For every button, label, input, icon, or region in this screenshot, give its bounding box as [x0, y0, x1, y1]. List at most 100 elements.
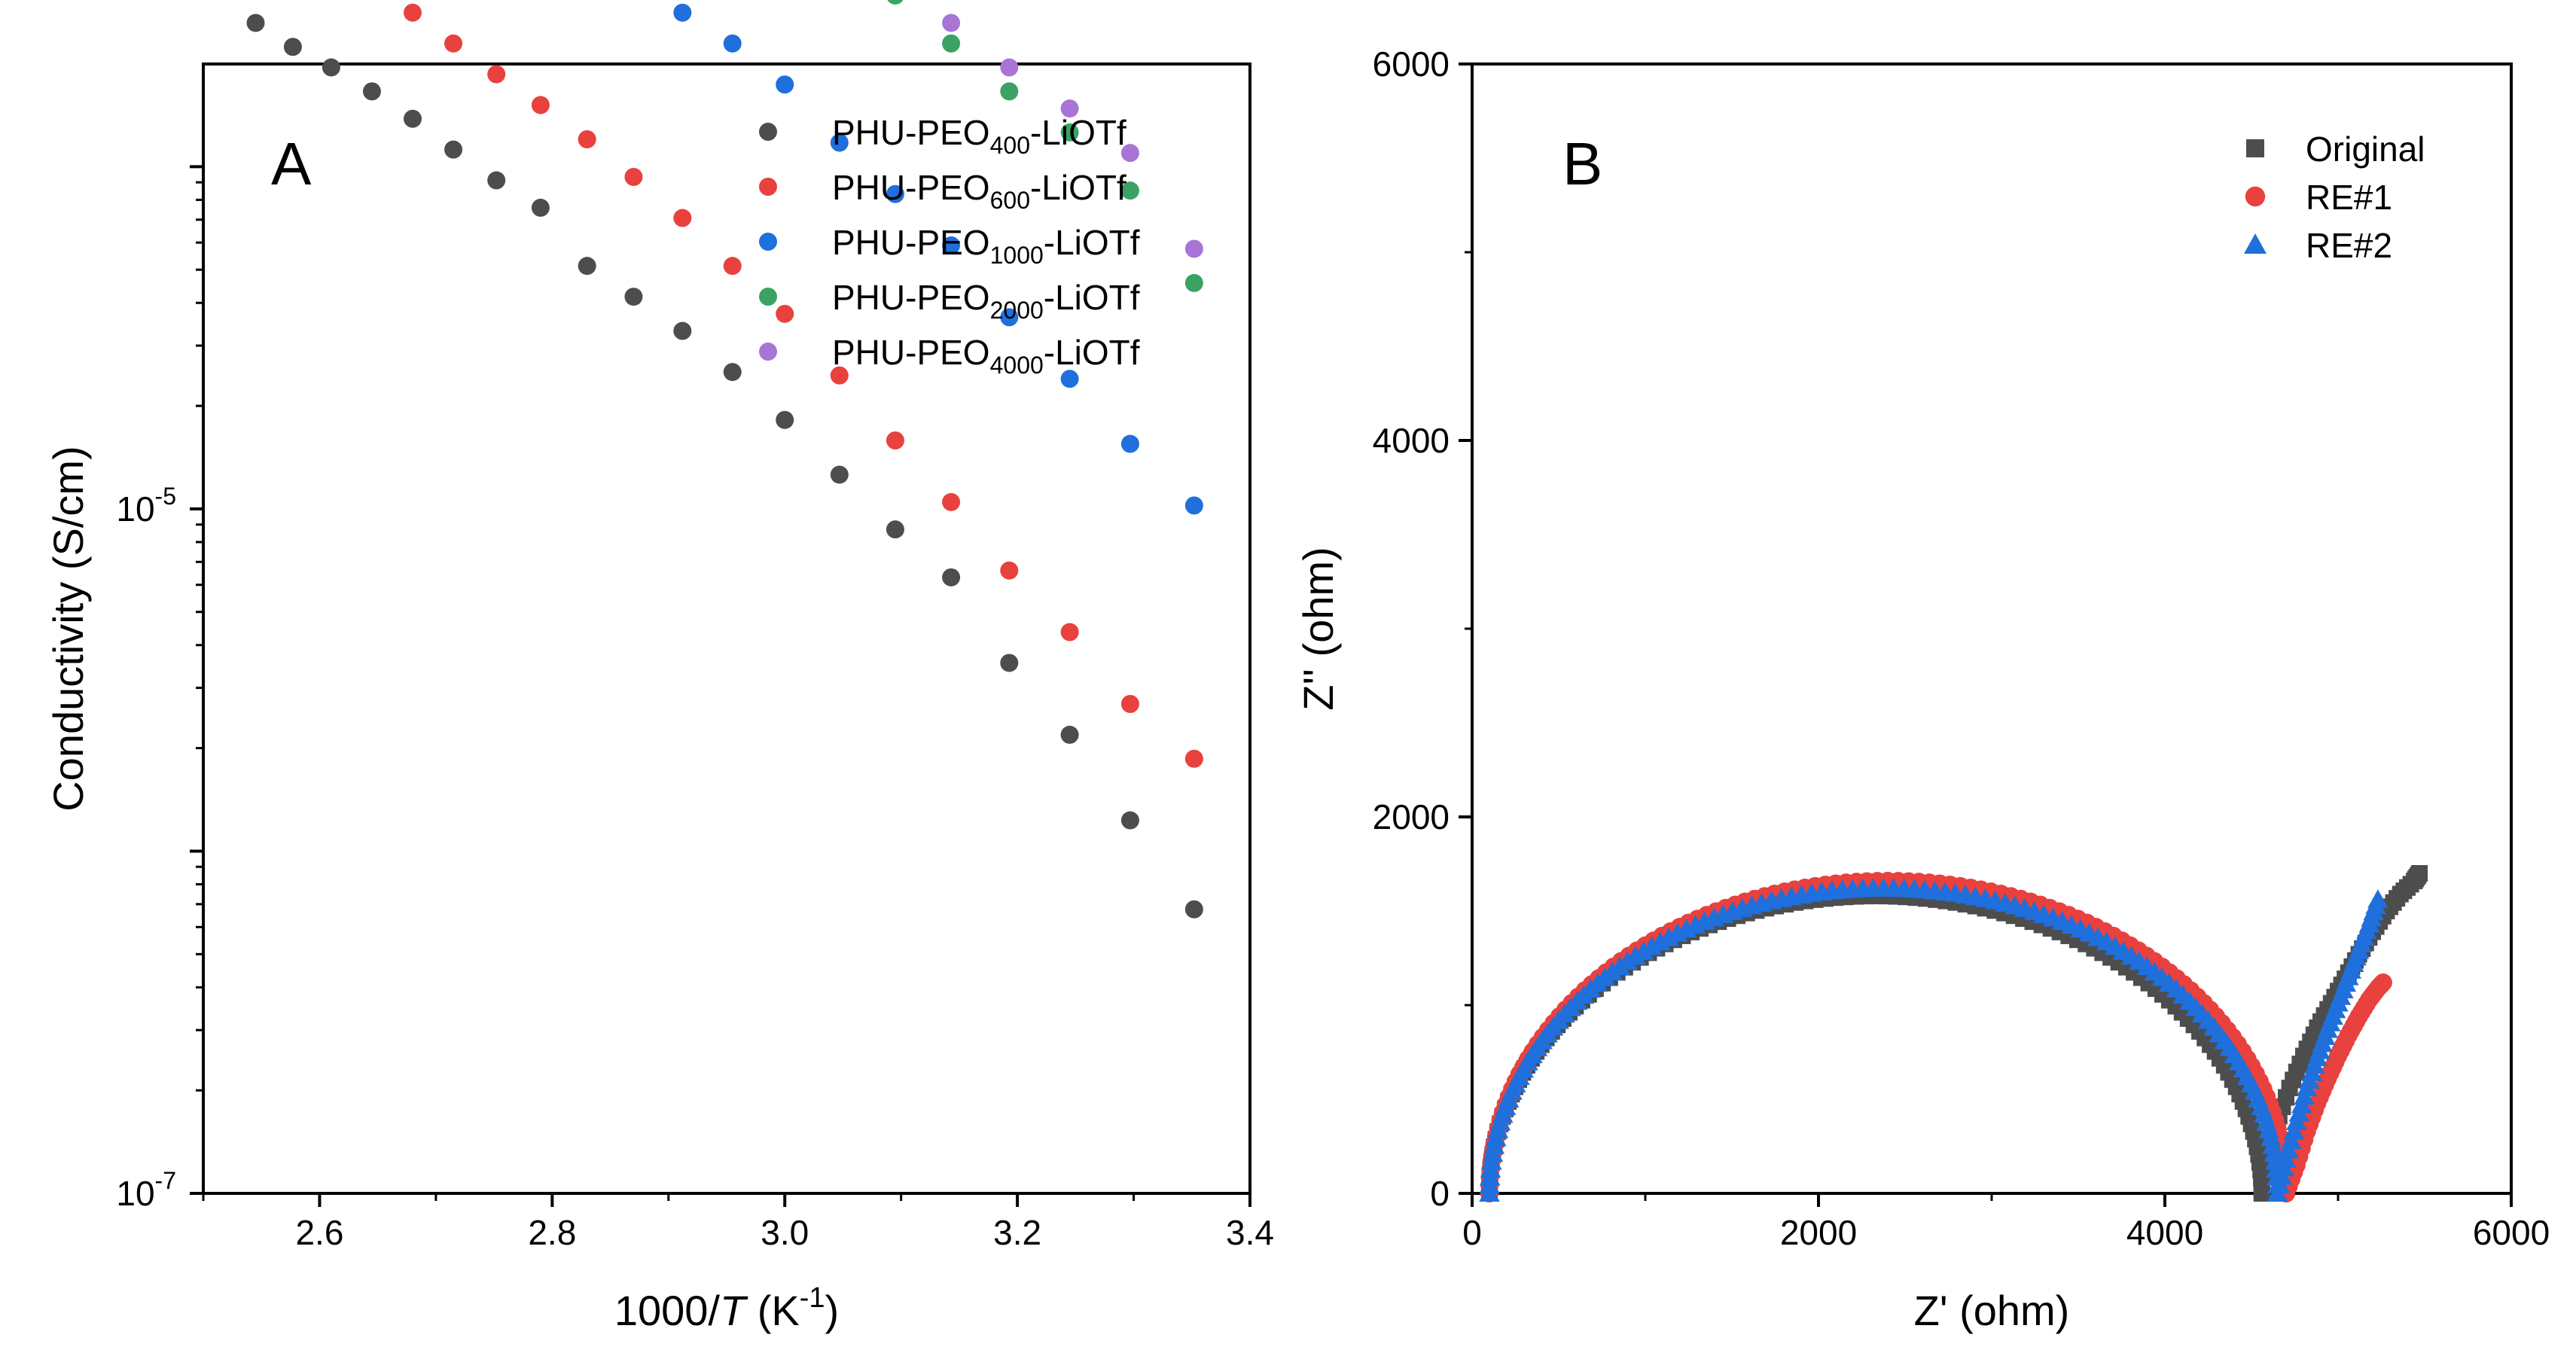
panel-a-point [1120, 144, 1139, 163]
panel-b-point [2276, 1149, 2297, 1168]
panel-a-legend-label-sub: 4000 [990, 352, 1044, 379]
panel-a-legend-label: PHU-PEO1000-LiOTf [832, 223, 1140, 269]
panel-a-x-tick-label: 3.4 [1226, 1213, 1274, 1252]
panel-a-legend-label-sub: 400 [990, 132, 1030, 159]
panel-a-legend-label-sub: 2000 [990, 297, 1044, 324]
panel-a-legend-label-pre: PHU-PEO [832, 333, 990, 372]
panel-a-point [1060, 123, 1079, 142]
panel-a-point [1120, 434, 1139, 453]
panel-a-point [624, 288, 643, 306]
panel-b-point [2411, 865, 2428, 882]
panel-a-point [444, 140, 463, 159]
panel-a-point [673, 209, 692, 227]
panel-a-point [886, 520, 904, 539]
panel-b: 0 2000 4000 6000 0 2000 4000 6000 B Original RE#… [1294, 44, 2550, 1334]
panel-a-point [362, 82, 381, 101]
panel-a-point [1000, 654, 1019, 672]
panel-a-point [886, 431, 904, 449]
panel-a-point [887, 0, 904, 5]
panel-a-legend-label: PHU-PEO2000-LiOTf [832, 278, 1140, 324]
panel-a-point [1184, 496, 1203, 515]
panel-a-x-tick-label: 3.0 [761, 1213, 809, 1252]
panel-a-point [776, 75, 794, 94]
panel-a-point [404, 3, 422, 22]
panel-b-legend-label: Original [2306, 130, 2425, 169]
panel-a-x-tick-label: 3.2 [993, 1213, 1041, 1252]
panel-b-data-points [1479, 865, 2428, 1203]
panel-b-y-tick-label: 6000 [1373, 44, 1450, 84]
panel-b-point [2367, 889, 2389, 908]
panel-b-point [2278, 1139, 2300, 1159]
panel-a-point [1184, 900, 1203, 919]
panel-a-label: A [271, 130, 312, 197]
panel-a-point [1060, 623, 1079, 641]
panel-a-legend-label-pre: PHU-PEO [832, 168, 990, 207]
panel-a-y-tick-base: 10 [116, 489, 154, 529]
panel-b-legend-label: RE#1 [2306, 178, 2392, 217]
panel-a-xlabel-unit-close: ) [825, 1287, 840, 1334]
panel-a-point [487, 171, 506, 190]
panel-a-point [1060, 99, 1079, 118]
panel-a-point [624, 168, 643, 186]
panel-b-legend: Original RE#1 RE#2 [2244, 130, 2425, 265]
panel-b-x-tick-label: 0 [1462, 1213, 1482, 1252]
panel-a-point [723, 34, 742, 53]
panel-a-point [723, 363, 742, 382]
panel-a-point [531, 96, 550, 114]
panel-b-x-tick-label: 2000 [1780, 1213, 1857, 1252]
panel-b-y-tick-label: 2000 [1373, 797, 1450, 836]
panel-b-legend-marker [2244, 233, 2267, 254]
panel-a-point [1000, 561, 1019, 580]
panel-a-legend-marker [759, 178, 777, 196]
panel-b-x-tick-label: 6000 [2473, 1213, 2550, 1252]
panel-a-point [444, 34, 463, 53]
panel-a: 2.62.83.03.23.410-310-510-7 A PHU-PEO400… [44, 0, 1274, 1334]
panel-b-point [2373, 973, 2392, 992]
panel-a-point [246, 14, 265, 32]
panel-a-point [1184, 749, 1203, 768]
panel-a-point [1120, 695, 1139, 713]
panel-a-legend-label-post: -LiOTf [1044, 278, 1140, 317]
panel-a-x-tick-label: 2.6 [295, 1213, 343, 1252]
panel-a-legend-label-pre: PHU-PEO [832, 113, 990, 152]
panel-a-point [776, 304, 794, 323]
panel-a-ylabel: Conductivity (S/cm) [44, 446, 92, 811]
panel-a-xlabel-unit-exp: -1 [800, 1282, 825, 1314]
panel-a-point [886, 184, 904, 203]
panel-a-point [942, 568, 961, 587]
panel-b-point [2260, 1127, 2282, 1147]
panel-a-point [942, 236, 961, 254]
panel-b-label: B [1562, 130, 1602, 197]
panel-a-point [942, 14, 961, 32]
panel-a-legend-label-post: -LiOTf [1030, 113, 1126, 152]
panel-a-legend-label: PHU-PEO4000-LiOTf [832, 333, 1140, 379]
panel-a-plot-frame [202, 62, 1251, 1195]
panel-a-y-tick-exp: -5 [155, 483, 176, 510]
panel-b-xlabel: Z' (ohm) [1914, 1287, 2070, 1334]
panel-a-point [723, 257, 742, 276]
panel-a-point [673, 321, 692, 340]
panel-a-point [1060, 370, 1079, 389]
panel-a-xlabel-prefix: 1000/ [614, 1287, 721, 1334]
panel-b-point [1632, 940, 1654, 960]
panel-a-point [1184, 239, 1203, 258]
panel-a-y-tick-label: 10-5 [116, 483, 176, 529]
panel-b-point [2262, 1135, 2283, 1154]
panel-a-legend-marker [759, 233, 777, 251]
panel-a-x-tick-label: 2.8 [528, 1213, 576, 1252]
panel-a-point [1000, 82, 1019, 101]
panel-a-ticks: 2.62.83.03.23.410-310-510-7 [116, 165, 1274, 1252]
panel-a-legend-label-post: -LiOTf [1030, 168, 1126, 207]
panel-a-legend-label-post: -LiOTf [1044, 333, 1140, 372]
panel-b-point [2281, 1130, 2302, 1149]
panel-a-point [487, 65, 506, 84]
panel-a-point [673, 3, 692, 22]
panel-b-legend-label: RE#2 [2306, 226, 2392, 265]
panel-a-point [531, 198, 550, 217]
panel-a-legend-marker [759, 288, 777, 306]
panel-a-point [578, 130, 596, 148]
panel-a-point [1000, 58, 1019, 77]
panel-b-y-tick-label: 0 [1430, 1174, 1450, 1213]
panel-a-point [830, 465, 849, 484]
panel-a-y-tick-exp: -7 [155, 1167, 176, 1194]
